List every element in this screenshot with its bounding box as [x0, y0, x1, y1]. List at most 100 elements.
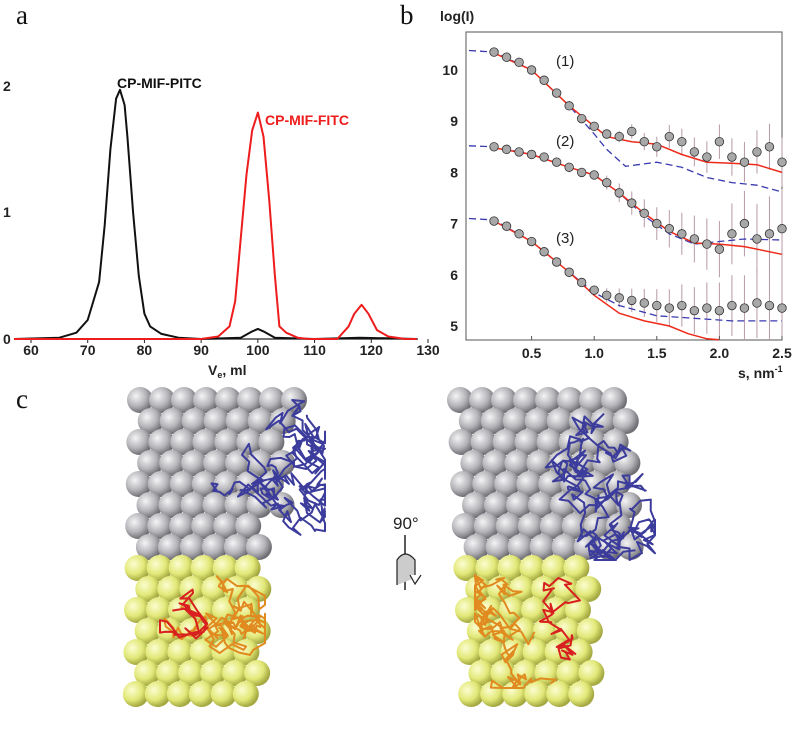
sphere-yellow [566, 639, 593, 665]
sphere-gray [223, 534, 250, 560]
series-line-fitc [14, 111, 417, 340]
sphere-yellow [453, 555, 480, 581]
sphere-gray [473, 513, 500, 539]
curve-label-3: (3) [556, 230, 574, 247]
sphere-gray [126, 429, 153, 455]
sphere-gray [539, 513, 566, 539]
sphere-yellow [475, 555, 502, 581]
sphere-gray [617, 534, 644, 560]
curve-label-2: (2) [556, 133, 574, 150]
sphere-gray [181, 450, 208, 476]
sphere-yellow [556, 660, 583, 686]
sphere-yellow [468, 660, 495, 686]
data-point [614, 293, 624, 303]
sphere-yellow [578, 660, 605, 686]
sphere-gray [605, 513, 632, 539]
model-right [447, 387, 656, 707]
sphere-gray [450, 471, 477, 497]
sphere-yellow [190, 555, 217, 581]
data-point [727, 300, 737, 311]
sphere-gray [447, 387, 473, 413]
x-axis-title-sub: e [217, 370, 222, 380]
data-point [526, 236, 537, 247]
sphere-gray [147, 471, 174, 497]
sphere-gray [494, 471, 521, 497]
data-point [564, 101, 574, 111]
sphere-gray [601, 387, 627, 413]
sphere-gray [485, 534, 512, 560]
sphere-yellow [510, 618, 537, 644]
x-tick-label: 70 [80, 342, 96, 358]
data-point [652, 142, 662, 152]
y-tick-label: 9 [450, 113, 458, 129]
x-axis-title-unit: , ml [222, 362, 246, 378]
sphere-yellow [123, 639, 150, 665]
sphere-gray [203, 408, 230, 434]
protein-backbone-blue [210, 399, 326, 536]
data-point [489, 47, 499, 57]
x-tick-label: 2.5 [772, 345, 792, 361]
sphere-yellow [178, 660, 205, 686]
sphere-gray [159, 450, 186, 476]
sphere-gray [579, 387, 605, 413]
data-point [677, 300, 687, 311]
sphere-yellow [478, 639, 505, 665]
sphere-gray [202, 492, 229, 518]
data-point [664, 131, 675, 142]
data-point [514, 147, 524, 157]
sphere-yellow [222, 660, 249, 686]
sphere-gray [504, 450, 531, 476]
sphere-yellow [223, 576, 250, 602]
sphere-gray [191, 513, 218, 539]
data-point [539, 152, 549, 162]
sphere-gray [514, 429, 541, 455]
sphere-gray [612, 408, 639, 434]
protein-backbone-orange [163, 575, 266, 656]
sphere-gray [524, 408, 551, 434]
sphere-gray [502, 408, 529, 434]
sphere-yellow [200, 660, 227, 686]
sphere-gray [482, 450, 509, 476]
curve-label-1: (1) [556, 53, 574, 70]
sphere-yellow [232, 681, 259, 707]
sphere-gray [448, 429, 475, 455]
panel-label-b: b [400, 0, 414, 30]
sphere-yellow [124, 555, 151, 581]
data-point [764, 229, 775, 239]
data-point [664, 303, 675, 313]
y-tick-label: 1 [3, 204, 11, 220]
protein-backbone-red [538, 577, 581, 661]
sphere-gray [125, 513, 152, 539]
data-point [526, 65, 537, 75]
sphere-gray [147, 513, 174, 539]
data-point [551, 257, 562, 267]
sphere-gray [192, 429, 219, 455]
data-point [589, 285, 599, 295]
sphere-yellow [519, 555, 546, 581]
sphere-yellow [554, 618, 581, 644]
sphere-yellow [144, 681, 171, 707]
sphere-gray [157, 534, 184, 560]
series-label-pitc: CP-MIF-PITC [117, 75, 202, 91]
x-axis-title-main: V [208, 362, 218, 378]
sphere-gray [506, 492, 532, 518]
series-label-fitc: CP-MIF-FITC [265, 112, 349, 128]
sphere-gray [472, 471, 499, 497]
x-tick-label: 130 [416, 342, 440, 358]
data-point [614, 131, 624, 142]
sphere-gray [214, 429, 241, 455]
sphere-gray [513, 387, 539, 413]
x-tick-label: 1.0 [584, 345, 604, 361]
data-point [564, 267, 574, 277]
data-point [639, 208, 649, 219]
data-point [564, 162, 574, 172]
y-tick-label: 0 [3, 331, 11, 347]
data-point [627, 198, 637, 208]
data-point [639, 136, 649, 147]
sphere-yellow [122, 681, 149, 707]
sphere-yellow [565, 597, 591, 623]
sphere-gray [462, 492, 488, 518]
sphere-gray [169, 513, 196, 539]
sphere-gray [495, 513, 522, 539]
